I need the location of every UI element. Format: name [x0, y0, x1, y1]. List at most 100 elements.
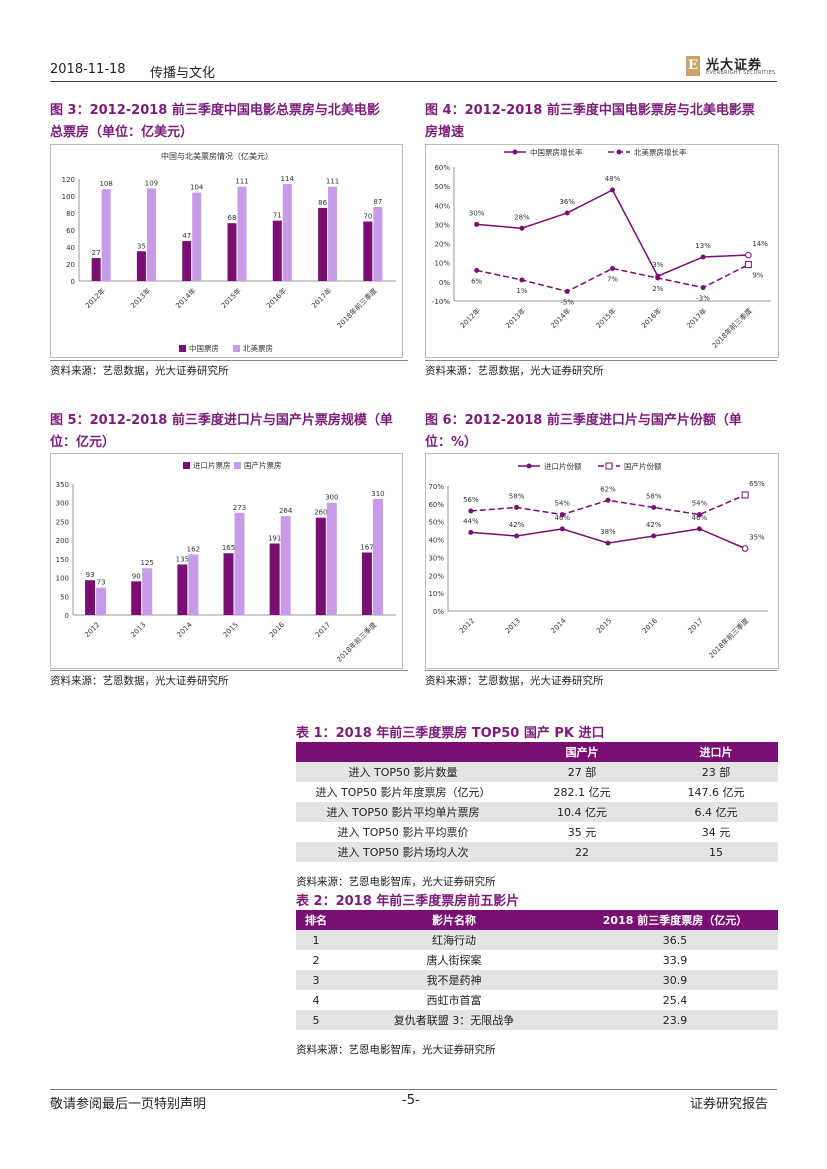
fig3-bar	[91, 258, 101, 281]
fig4-data-label: 14%	[752, 240, 768, 248]
fig6-ytick-label: 0%	[433, 608, 444, 616]
footer-divider	[50, 1089, 777, 1090]
table2-source: 资料来源：艺恩电影智库，光大证券研究所	[296, 1044, 496, 1056]
fig6-data-label: 62%	[600, 485, 616, 493]
fig4-source: 资料来源：艺恩数据，光大证券研究所	[425, 365, 604, 377]
fig3-bar	[363, 221, 373, 281]
fig4-xtick-label: 2014年	[549, 306, 573, 330]
fig3-title-line1: 图 3：2012-2018 前三季度中国电影总票房与北美电影	[50, 103, 380, 118]
fig3-xtick-label: 2018年前三季度	[335, 286, 379, 330]
fig6-xtick-label: 2015	[595, 617, 613, 635]
fig6-point	[741, 491, 749, 499]
fig4-xtick-label: 2017年	[685, 306, 709, 330]
fig6-chart: 0% 10% 20% 30% 40% 50% 60% 70% 44% 42% 46% 38% 42% 46…	[428, 461, 768, 660]
fig3-data-label: 35	[137, 242, 146, 250]
fig4-title-line2: 房增速	[425, 125, 465, 140]
fig4-xtick-label: 2012年	[458, 306, 482, 330]
fig6-point	[468, 529, 474, 535]
table-cell: 进入 TOP50 影片平均票价	[296, 822, 510, 842]
fig3-ytick-label: 40	[66, 244, 75, 252]
fig6-data-label: 65%	[749, 480, 765, 488]
fig6-xtick-label: 2017	[687, 617, 705, 635]
table1-header-row: 国产片 进口片	[296, 742, 778, 762]
fig4-xtick-label: 2018年前三季度	[710, 306, 754, 350]
fig4-point	[610, 265, 615, 271]
fig3-data-label: 114	[281, 175, 295, 183]
fig4-data-label: -5%	[560, 298, 574, 306]
fig6-ytick-label: 20%	[428, 572, 444, 580]
fig5-data-label: 73	[97, 579, 106, 587]
fig3-legend-swatch	[233, 345, 240, 352]
fig4-point	[564, 288, 570, 294]
fig4-point	[744, 261, 752, 269]
fig3-xtick-label: 2015年	[219, 286, 243, 310]
fig5-title: 图 5：2012-2018 前三季度进口片与国产片票房规模（单 位：亿元）	[50, 410, 410, 454]
fig5-source: 资料来源：艺恩数据，光大证券研究所	[50, 675, 229, 687]
table-cell: 25.4	[572, 990, 778, 1010]
fig5-data-label: 165	[222, 544, 235, 552]
fig3-xtick-label: 2013年	[128, 286, 152, 310]
fig5-legend-label: 国产片票房	[244, 460, 282, 470]
fig5-ytick-label: 350	[56, 481, 69, 489]
fig5-legend-swatch	[234, 462, 241, 469]
fig4-data-label: 36%	[559, 198, 575, 206]
fig6-ytick-label: 10%	[428, 590, 444, 598]
fig5-bar	[96, 587, 107, 615]
table-row: 进入 TOP50 影片数量 27 部 23 部	[296, 762, 778, 782]
fig3-xtick-label: 2012年	[83, 286, 107, 310]
fig3-bar	[136, 251, 146, 281]
table-row: 2 唐人街探案 33.9	[296, 950, 778, 970]
fig3-data-label: 104	[190, 184, 204, 192]
report-section: 传播与文化	[150, 66, 216, 81]
fig3-data-label: 111	[235, 178, 248, 186]
fig4-ytick-label: -10%	[432, 298, 450, 306]
fig6-data-label: 42%	[646, 521, 662, 529]
table-cell: 22	[510, 842, 654, 862]
header-divider	[50, 81, 777, 82]
fig3-bar	[272, 220, 282, 281]
fig6-title-line2: 位：%）	[425, 435, 478, 450]
logo-name: 光大证券	[706, 58, 763, 73]
table-row: 1 红海行动 36.5	[296, 930, 778, 950]
fig5-ytick-label: 0	[65, 612, 69, 620]
fig4-point	[564, 210, 570, 216]
table-cell: 23.9	[572, 1010, 778, 1030]
fig6-data-label: 58%	[646, 492, 662, 500]
fig5-bar	[315, 517, 326, 615]
fig5-bar	[269, 543, 280, 615]
table-cell: 复仇者联盟 3：无限战争	[336, 1010, 572, 1030]
fig3-xtick-label: 2014年	[174, 286, 198, 310]
fig4-ytick-label: 20%	[434, 241, 450, 249]
fig5-xtick-label: 2015	[222, 621, 240, 639]
table-cell: 30.9	[572, 970, 778, 990]
fig6-point	[605, 497, 611, 503]
table-cell: 27 部	[510, 762, 654, 782]
fig6-legend-label: 国产片份额	[624, 461, 662, 471]
fig6-data-label: 56%	[463, 496, 479, 504]
fig6-point	[468, 508, 474, 514]
fig5-ytick-label: 250	[56, 518, 69, 526]
fig4-data-label: 30%	[469, 209, 485, 217]
table-cell: 红海行动	[336, 930, 572, 950]
fig3-ytick-label: 0	[71, 278, 75, 286]
fig3-data-label: 68	[228, 214, 237, 222]
table-cell: 6.4 亿元	[654, 802, 778, 822]
fig5-legend-label: 进口片票房	[193, 460, 231, 470]
fig5-source-divider	[50, 670, 408, 671]
fig5-legend-swatch	[183, 462, 190, 469]
table-cell: 1	[296, 930, 336, 950]
fig3-chart-title: 中国与北美票房情况（亿美元）	[161, 151, 273, 161]
fig6-chart-box: 0% 10% 20% 30% 40% 50% 60% 70% 44% 42% 46% 38% 42% 46…	[425, 453, 779, 669]
table1-header-cell: 进口片	[654, 742, 778, 762]
fig4-data-label: 6%	[471, 277, 482, 285]
table-row: 3 我不是药神 30.9	[296, 970, 778, 990]
fig6-data-label: 38%	[600, 528, 616, 536]
fig4-xtick-label: 2013年	[503, 306, 527, 330]
fig5-bar	[361, 552, 372, 615]
table-cell: 唐人街探案	[336, 950, 572, 970]
fig3-bar	[328, 186, 338, 281]
fig4-title: 图 4：2012-2018 前三季度中国电影票房与北美电影票 房增速	[425, 100, 785, 144]
table1-header-cell: 国产片	[510, 742, 654, 762]
fig4-point	[700, 285, 706, 291]
fig5-data-label: 162	[187, 545, 200, 553]
